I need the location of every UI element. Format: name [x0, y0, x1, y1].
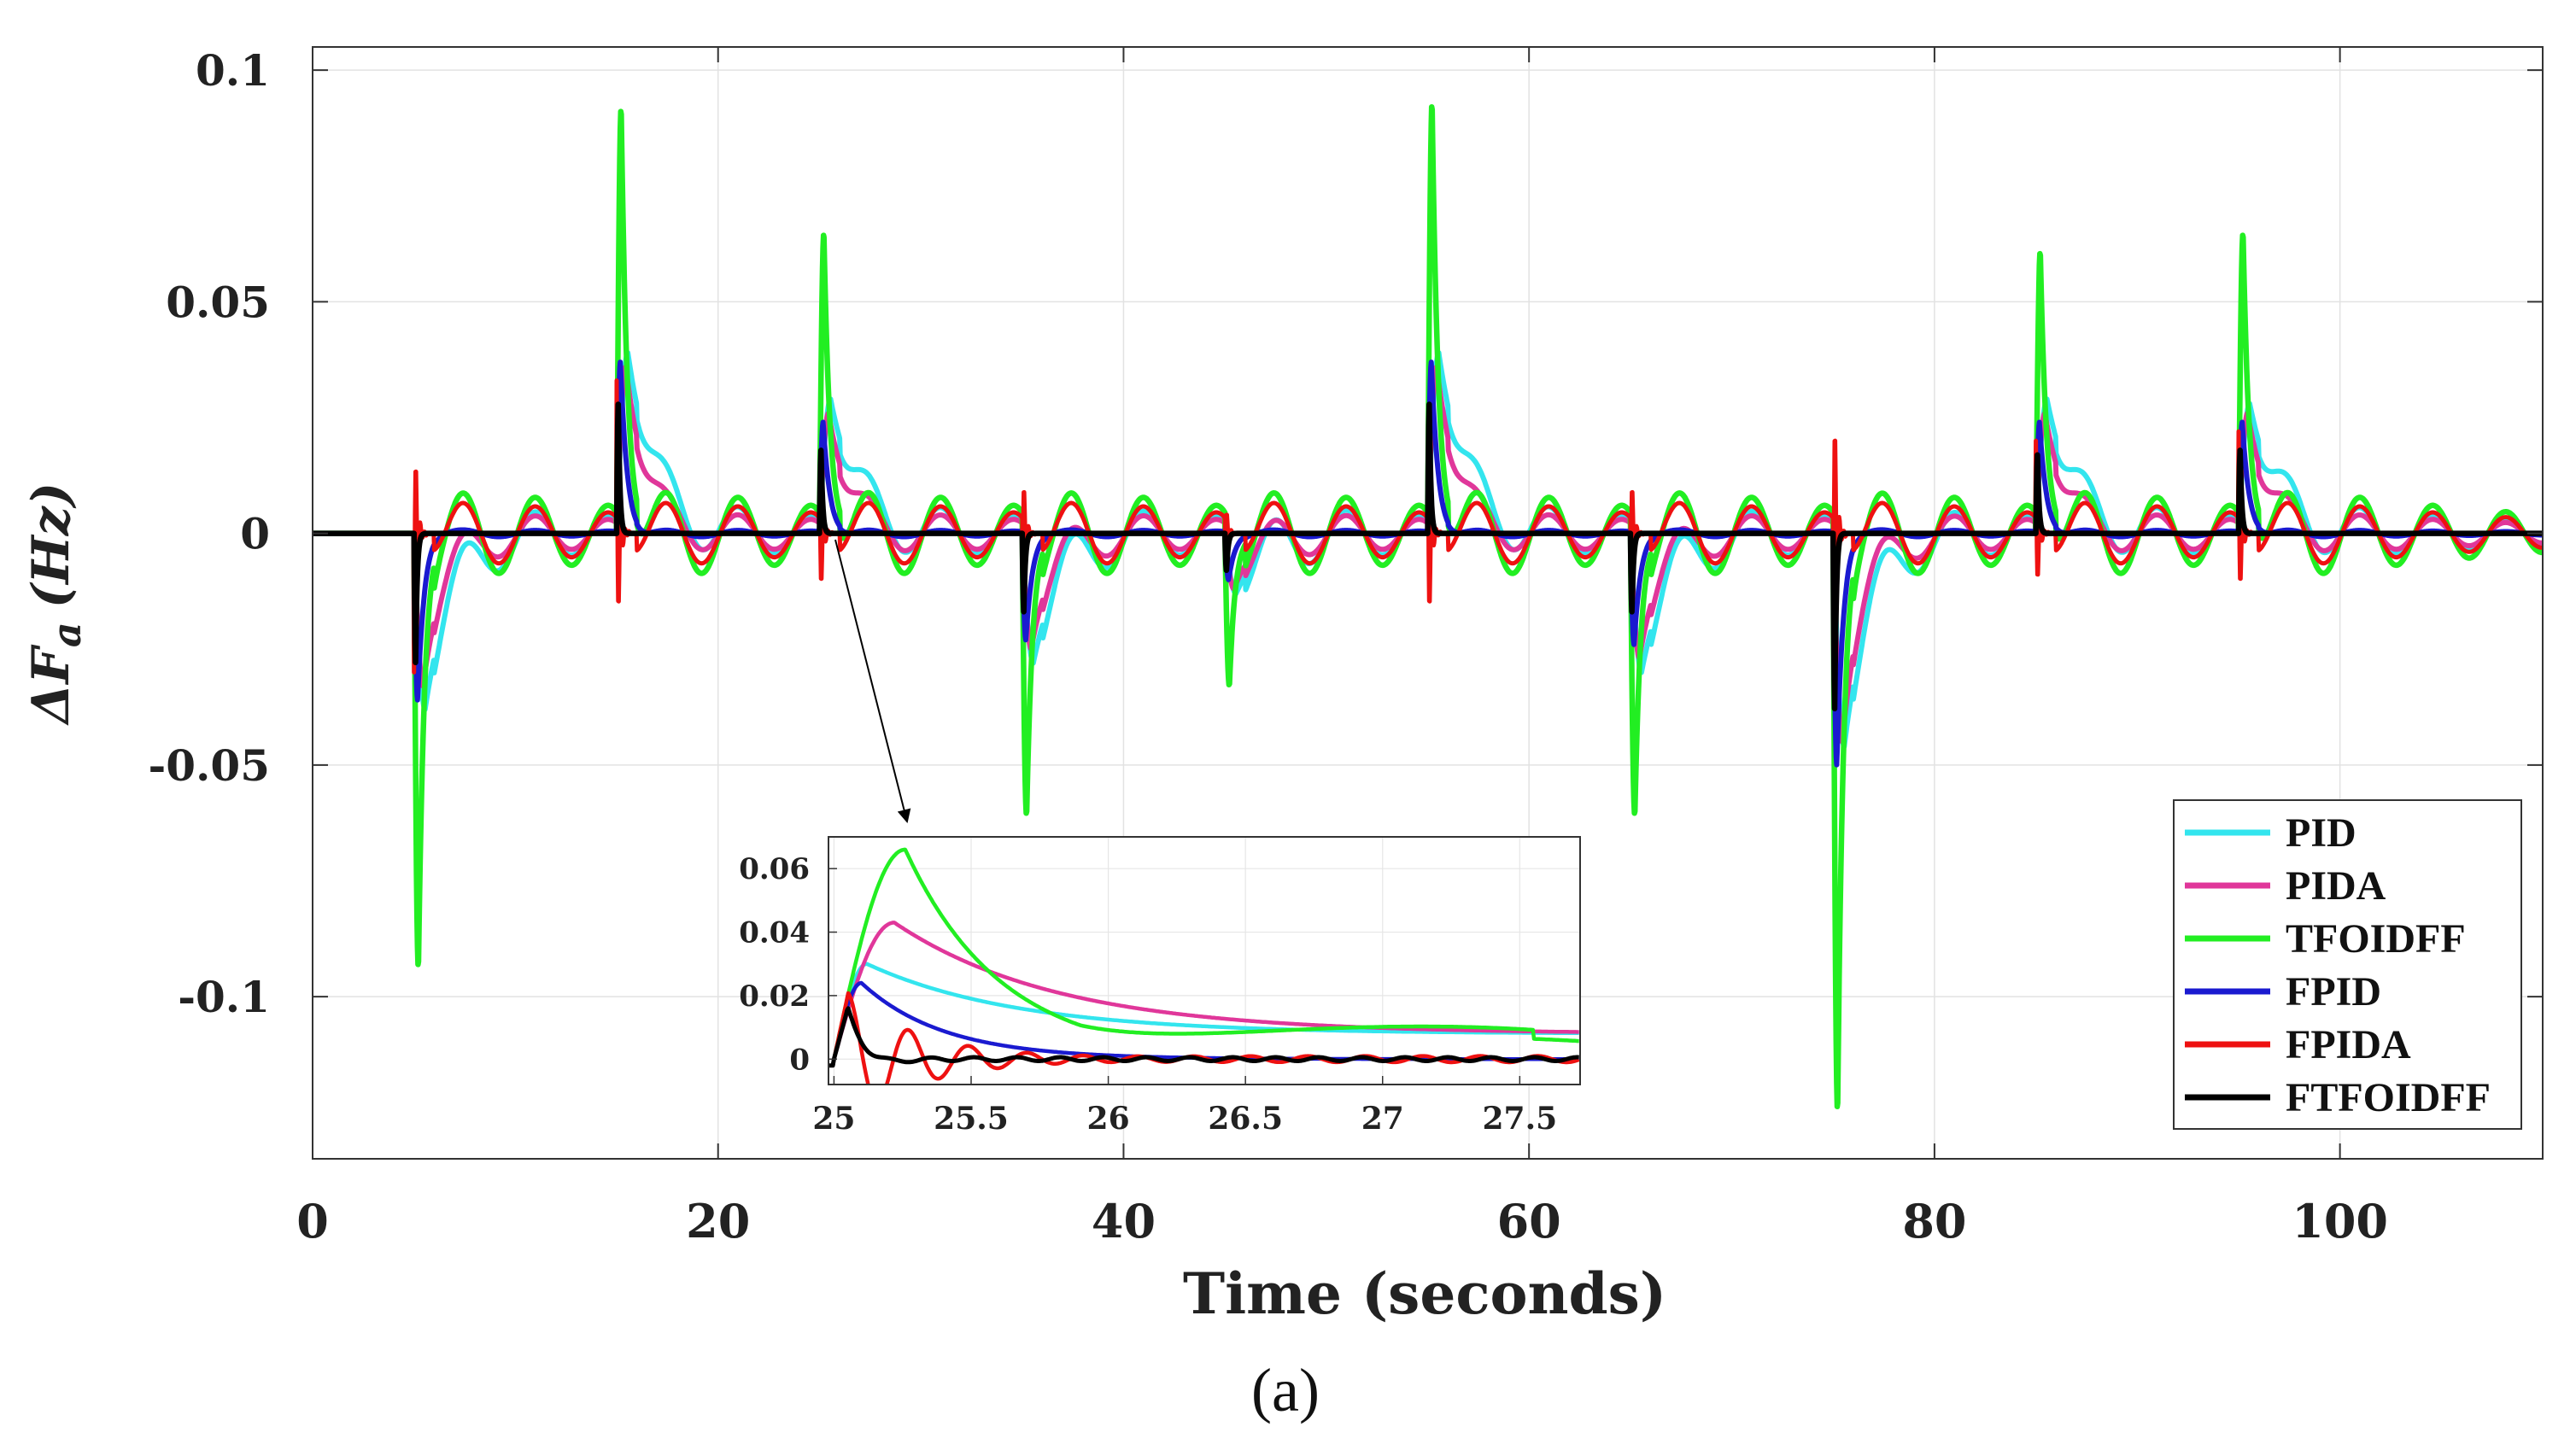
legend-label-pida: PIDA [2286, 863, 2386, 909]
x-tick-label: 0 [296, 1194, 329, 1248]
inset-x-tick-label: 26 [1087, 1101, 1130, 1137]
plot-frame [312, 46, 2544, 1160]
y-tick-label: -0.05 [148, 740, 270, 791]
inset-frame [828, 836, 1581, 1085]
inset-series-line-ftfoidff [828, 1006, 1580, 1068]
legend-label-tfoidff: TFOIDFF [2286, 916, 2466, 962]
legend-label-fpida: FPIDA [2286, 1022, 2411, 1067]
zoom-arrow [834, 539, 911, 823]
x-tick-label: 100 [2292, 1194, 2388, 1248]
legend-label-ftfoidff: FTFOIDFF [2286, 1075, 2491, 1120]
legend-box [2173, 799, 2522, 1130]
y-tick-label: -0.1 [178, 972, 270, 1022]
x-tick-label: 40 [1092, 1194, 1156, 1248]
y-axis-title-group: ΔFa (Hz) [21, 482, 90, 727]
inset-x-tick-label: 25 [812, 1101, 855, 1137]
x-tick-label: 80 [1902, 1194, 1966, 1248]
legend: PID PIDA TFOIDFF FPID FPIDA FTFOIDFF [2173, 799, 2522, 1130]
inset-x-tick-label: 27.5 [1482, 1101, 1557, 1137]
figure-caption: (a) [1251, 1356, 1320, 1424]
inset-y-tick-label: 0.04 [739, 916, 810, 950]
inset-series-group [828, 847, 1580, 1085]
inset-y-tick-label: 0.02 [739, 979, 810, 1014]
inset-x-tick-label: 26.5 [1208, 1101, 1283, 1137]
series-line-ftfoidff [313, 401, 2543, 712]
y-axis-unit: (Hz) [21, 482, 81, 609]
inset-y-tick-label: 0.06 [739, 852, 810, 886]
inset-plot: 25 25.5 26 26.5 27 27.5 0 0.02 0.04 0.06 [739, 836, 1581, 1137]
y-tick-label: 0.1 [196, 45, 270, 96]
legend-label-fpid: FPID [2286, 969, 2381, 1014]
inset-x-tick-label: 27 [1361, 1101, 1404, 1137]
inset-area [828, 836, 1581, 1085]
inset-x-tick-label: 25.5 [934, 1101, 1009, 1137]
inset-series-line-tfoidff [828, 847, 1580, 1067]
y-tick-label: 0 [240, 509, 270, 559]
x-tick-label: 20 [686, 1194, 750, 1248]
y-tick-label: 0.05 [166, 277, 270, 327]
main-ticks: 0 20 40 60 80 100 -0.1 -0.05 0 0.05 0.1 [148, 45, 2543, 1248]
y-axis-subscript: a [44, 622, 90, 647]
inset-series-line-pid [828, 962, 1580, 1067]
legend-label-pid: PID [2286, 810, 2356, 856]
x-axis-title: Time (seconds) [1183, 1260, 1666, 1327]
y-axis-symbol: ΔF [21, 644, 81, 727]
y-axis-title: ΔFa (Hz) [21, 482, 90, 727]
x-tick-label: 60 [1497, 1194, 1561, 1248]
inset-ticks: 25 25.5 26 26.5 27 27.5 0 0.02 0.04 0.06 [739, 852, 1557, 1137]
main-series-group [313, 103, 2543, 1110]
inset-y-tick-label: 0 [789, 1043, 810, 1077]
inset-series-line-pida [828, 921, 1580, 1067]
